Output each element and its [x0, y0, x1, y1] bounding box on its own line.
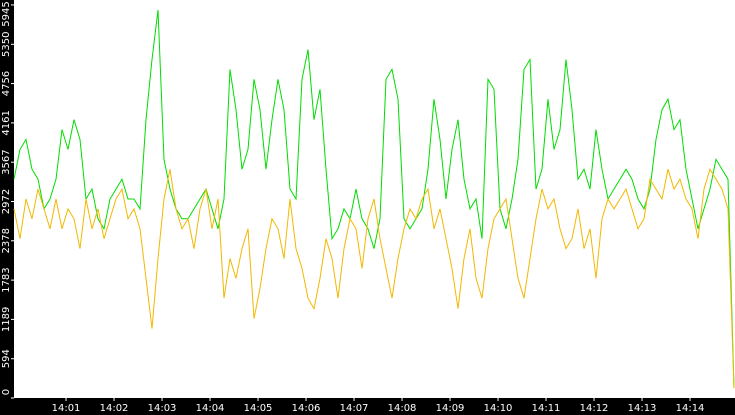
y-tick-label: 5350	[1, 32, 12, 57]
x-tick-label: 14:05	[244, 403, 273, 414]
y-axis-strip	[0, 0, 14, 415]
x-tick-label: 14:14	[676, 403, 705, 414]
y-tick-label: 5945	[1, 1, 12, 26]
y-tick-label: 1189	[1, 307, 12, 332]
x-tick-label: 14:06	[292, 403, 321, 414]
x-tick-label: 14:02	[100, 403, 129, 414]
plot-area	[13, 9, 735, 389]
x-tick-label: 14:12	[580, 403, 609, 414]
x-tick-label: 14:11	[532, 403, 561, 414]
axes: 0 594 1189 1783 2378 2972 3567 4161 4756 5350 5945…	[1, 1, 704, 414]
x-tick-label: 14:07	[340, 403, 369, 414]
y-tick-label: 3567	[1, 149, 12, 174]
y-tick-label: 4161	[1, 110, 12, 135]
y-tick-label: 2378	[1, 228, 12, 253]
x-tick-label: 14:01	[52, 403, 81, 414]
x-tick-label: 14:10	[484, 403, 513, 414]
y-tick-label: 2972	[1, 189, 12, 214]
x-tick-label: 14:13	[628, 403, 657, 414]
x-tick-label: 14:08	[388, 403, 417, 414]
x-tick-label: 14:04	[196, 403, 225, 414]
series-line	[13, 9, 735, 389]
x-tick-label: 14:09	[436, 403, 465, 414]
y-tick-label: 1783	[1, 267, 12, 292]
y-tick-label: 0	[1, 389, 12, 395]
x-axis-strip	[0, 398, 735, 415]
series-line	[13, 167, 735, 389]
y-tick-label: 4756	[1, 71, 12, 96]
x-tick-label: 14:03	[148, 403, 177, 414]
y-tick-label: 594	[1, 349, 12, 368]
